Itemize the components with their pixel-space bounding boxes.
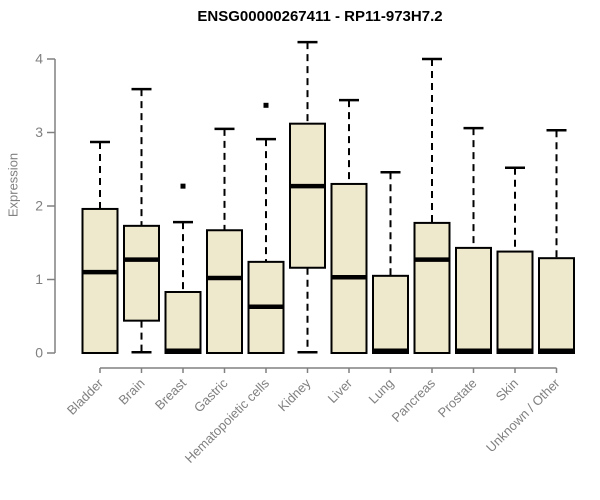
box-rect: [330, 182, 368, 354]
box-rect: [372, 274, 409, 355]
box-rect: [164, 290, 202, 354]
chart-title: ENSG00000267411 - RP11-973H7.2: [197, 8, 443, 25]
x-tick-label: Breast: [152, 375, 189, 412]
outlier-point: [180, 183, 186, 189]
x-tick-label: Gastric: [191, 375, 231, 415]
box-rect: [496, 250, 534, 355]
box-rect: [206, 229, 243, 355]
outlier-point: [263, 102, 269, 108]
x-tick-label: Lung: [366, 376, 397, 407]
x-tick-label: Prostate: [435, 376, 480, 421]
y-tick-label: 2: [35, 198, 43, 214]
x-tick-label: Pancreas: [389, 375, 439, 425]
y-tick-label: 3: [35, 124, 43, 140]
box-rect: [123, 224, 160, 322]
x-tick-label: Unknown / Other: [483, 375, 563, 455]
y-tick-label: 4: [35, 51, 43, 67]
box-rect: [81, 207, 119, 354]
box-rect: [289, 122, 326, 269]
box-rect: [413, 221, 451, 354]
x-tick-label: Bladder: [64, 375, 107, 418]
x-tick-label: Liver: [325, 375, 356, 406]
x-tick-label: Skin: [493, 376, 521, 404]
box-rect: [538, 257, 575, 354]
y-tick-label: 0: [35, 345, 43, 361]
x-tick-label: Brain: [116, 376, 148, 408]
x-tick-label: Kidney: [275, 375, 314, 414]
box-rect: [455, 246, 492, 355]
y-tick-label: 1: [35, 271, 43, 287]
